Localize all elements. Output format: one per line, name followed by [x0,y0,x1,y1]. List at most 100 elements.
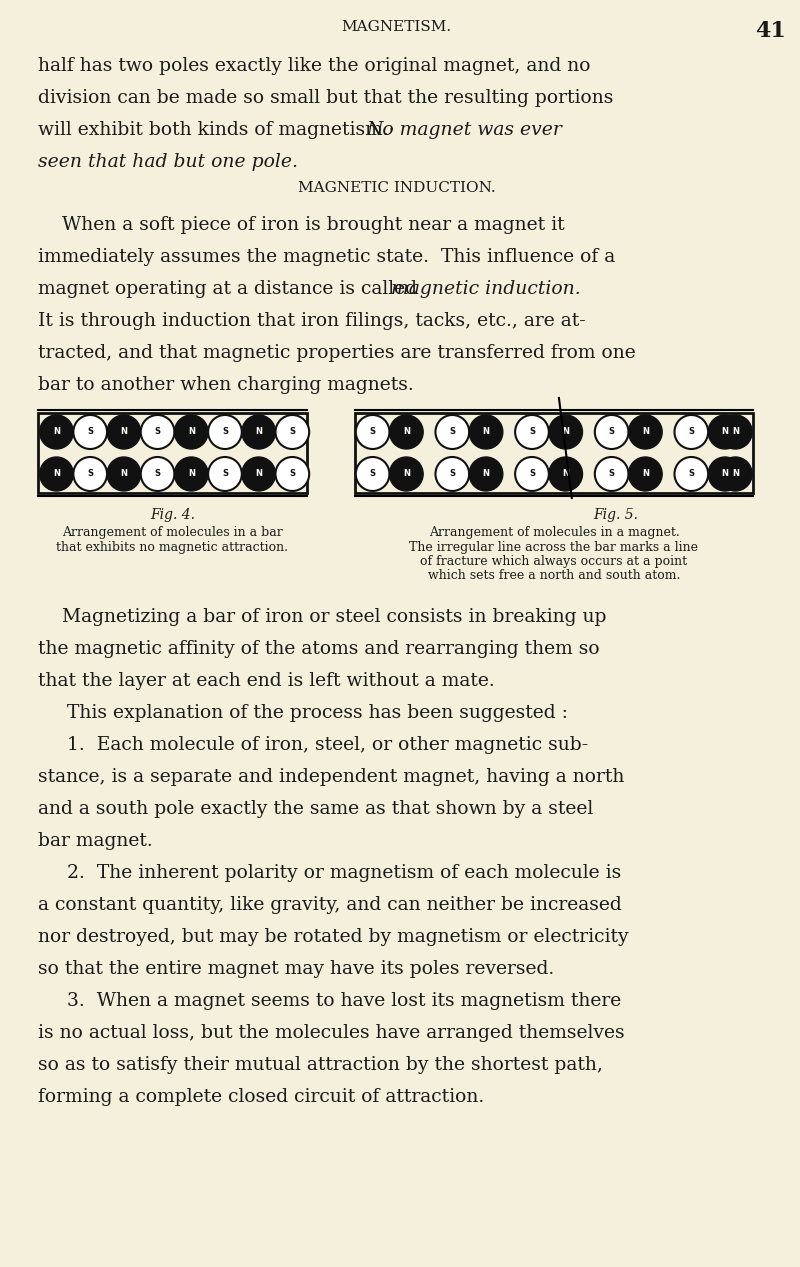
Text: S: S [87,427,93,437]
Circle shape [708,416,742,449]
Text: 1.  Each molecule of iron, steel, or other magnetic sub-: 1. Each molecule of iron, steel, or othe… [67,736,589,754]
Circle shape [174,416,208,449]
Text: S: S [370,470,376,479]
Text: S: S [609,470,614,479]
Text: Fig. 5.: Fig. 5. [594,508,638,522]
Text: N: N [722,470,729,479]
Circle shape [74,416,107,449]
Text: N: N [53,427,60,437]
Circle shape [718,457,752,492]
Text: S: S [222,427,228,437]
Text: S: S [688,470,694,479]
Text: N: N [403,427,410,437]
Text: N: N [642,427,649,437]
Circle shape [242,457,275,492]
Text: that the layer at each end is left without a mate.: that the layer at each end is left witho… [38,672,494,691]
Circle shape [549,416,582,449]
Text: When a soft piece of iron is brought near a magnet it: When a soft piece of iron is brought nea… [38,215,564,234]
Text: that exhibits no magnetic attraction.: that exhibits no magnetic attraction. [57,541,289,554]
Text: S: S [450,470,455,479]
Circle shape [356,416,390,449]
Text: N: N [722,427,729,437]
Text: magnetic induction.: magnetic induction. [391,280,581,298]
Text: N: N [562,427,569,437]
Text: S: S [222,470,228,479]
Text: N: N [732,470,739,479]
Text: the magnetic affinity of the atoms and rearranging them so: the magnetic affinity of the atoms and r… [38,640,599,658]
Text: Arrangement of molecules in a magnet.: Arrangement of molecules in a magnet. [429,526,679,538]
Circle shape [674,457,708,492]
Circle shape [515,457,549,492]
Circle shape [674,416,708,449]
Circle shape [629,416,662,449]
Circle shape [275,416,309,449]
Circle shape [629,457,662,492]
Text: immediately assumes the magnetic state.  This influence of a: immediately assumes the magnetic state. … [38,248,615,266]
Text: division can be made so small but that the resulting portions: division can be made so small but that t… [38,89,613,106]
Text: N: N [482,427,490,437]
Text: N: N [732,427,739,437]
Circle shape [141,457,174,492]
Text: N: N [642,470,649,479]
Circle shape [435,457,469,492]
Text: S: S [154,427,161,437]
Text: Fig. 4.: Fig. 4. [150,508,195,522]
Text: N: N [188,470,194,479]
Circle shape [275,457,309,492]
Text: magnet operating at a distance is called: magnet operating at a distance is called [38,280,422,298]
Circle shape [718,416,752,449]
Text: bar magnet.: bar magnet. [38,832,153,850]
Circle shape [107,416,141,449]
Text: tracted, and that magnetic properties are transferred from one: tracted, and that magnetic properties ar… [38,345,635,362]
Text: S: S [290,470,295,479]
Circle shape [708,457,742,492]
Text: N: N [255,470,262,479]
Text: S: S [609,427,614,437]
Circle shape [594,457,629,492]
Text: S: S [529,427,535,437]
Text: It is through induction that iron filings, tacks, etc., are at-: It is through induction that iron filing… [38,312,586,329]
Bar [354,413,753,493]
Circle shape [356,457,390,492]
Text: MAGNETIC INDUCTION.: MAGNETIC INDUCTION. [298,181,495,195]
Text: which sets free a north and south atom.: which sets free a north and south atom. [428,569,680,582]
Text: stance, is a separate and independent magnet, having a north: stance, is a separate and independent ma… [38,768,624,786]
Text: so as to satisfy their mutual attraction by the shortest path,: so as to satisfy their mutual attraction… [38,1055,602,1074]
Bar [38,413,307,493]
Text: S: S [450,427,455,437]
Text: Arrangement of molecules in a bar: Arrangement of molecules in a bar [62,526,283,538]
Circle shape [594,416,629,449]
Text: S: S [154,470,161,479]
Text: N: N [53,470,60,479]
Circle shape [74,457,107,492]
Text: half has two poles exactly like the original magnet, and no: half has two poles exactly like the orig… [38,57,590,75]
Text: No magnet was ever: No magnet was ever [366,122,562,139]
Circle shape [174,457,208,492]
Text: S: S [290,427,295,437]
Text: N: N [403,470,410,479]
Text: S: S [370,427,376,437]
Circle shape [469,416,503,449]
Text: a constant quantity, like gravity, and can neither be increased: a constant quantity, like gravity, and c… [38,896,622,914]
Text: N: N [120,470,127,479]
Circle shape [390,457,423,492]
Text: 3.  When a magnet seems to have lost its magnetism there: 3. When a magnet seems to have lost its … [67,992,622,1010]
Circle shape [40,416,74,449]
Text: N: N [188,427,194,437]
Text: 41: 41 [755,20,786,42]
Text: N: N [562,470,569,479]
Circle shape [141,416,174,449]
Text: of fracture which always occurs at a point: of fracture which always occurs at a poi… [421,555,687,568]
Text: S: S [87,470,93,479]
Circle shape [40,457,74,492]
Text: Magnetizing a bar of iron or steel consists in breaking up: Magnetizing a bar of iron or steel consi… [38,608,606,626]
Text: S: S [688,427,694,437]
Circle shape [208,457,242,492]
Text: and a south pole exactly the same as that shown by a steel: and a south pole exactly the same as tha… [38,799,593,818]
Text: bar to another when charging magnets.: bar to another when charging magnets. [38,376,414,394]
Text: N: N [482,470,490,479]
Text: The irregular line across the bar marks a line: The irregular line across the bar marks … [410,541,698,554]
Text: MAGNETISM.: MAGNETISM. [342,20,451,34]
Circle shape [208,416,242,449]
Text: will exhibit both kinds of magnetism.·: will exhibit both kinds of magnetism.· [38,122,406,139]
